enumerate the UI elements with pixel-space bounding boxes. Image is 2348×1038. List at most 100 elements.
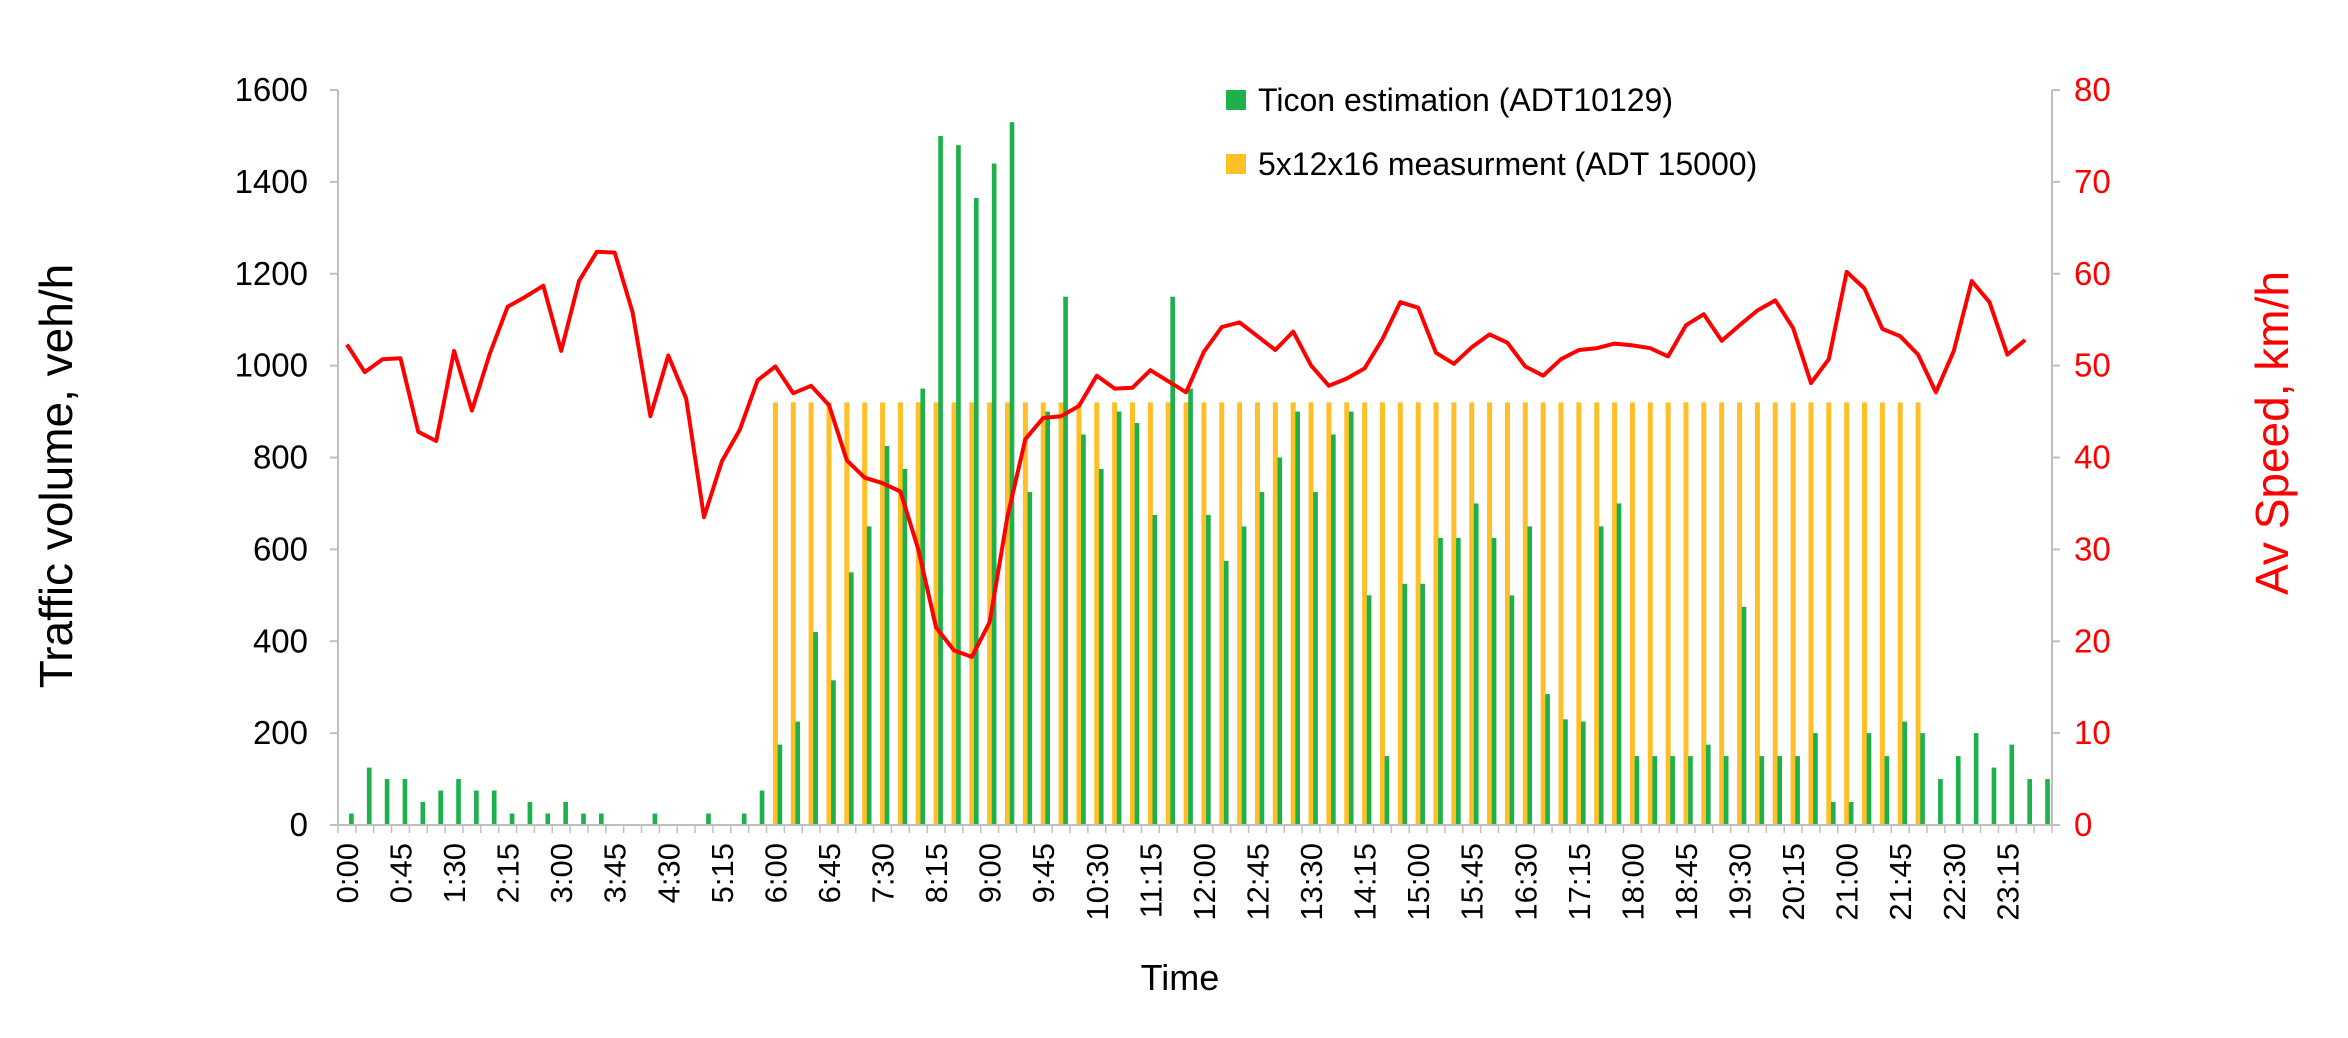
estimation-bar	[1688, 756, 1693, 825]
estimation-bar	[1277, 457, 1283, 825]
measurement-bar	[1112, 402, 1118, 825]
measurement-bar	[862, 402, 868, 825]
x-tick-label: 3:45	[598, 843, 633, 903]
left-y-axis: 0 200 400 600 800 1000 1200 1400 1600	[235, 71, 339, 843]
x-tick-label: 5:15	[705, 843, 740, 903]
measurement-bar	[1201, 402, 1207, 825]
measurement-bar	[1130, 402, 1136, 825]
measurement-bar	[1558, 402, 1564, 825]
estimation-bar	[402, 779, 408, 825]
estimation-bar	[866, 526, 872, 825]
estimation-bar	[384, 779, 390, 825]
measurement-bar	[1397, 402, 1403, 825]
x-tick-label: 3:00	[544, 843, 579, 903]
estimation-bar	[545, 813, 551, 825]
measurement-bars	[772, 402, 1921, 825]
estimation-bar	[956, 145, 961, 825]
estimation-bar	[1509, 595, 1515, 825]
measurement-bar	[1897, 402, 1903, 825]
estimation-bar	[1545, 694, 1550, 825]
estimation-bar	[1705, 744, 1711, 825]
estimation-bar	[848, 572, 854, 825]
estimation-bar	[1170, 296, 1176, 825]
estimation-bar	[991, 163, 997, 825]
x-tick-label: 15:00	[1401, 843, 1436, 921]
measurement-bar	[969, 402, 975, 825]
x-tick-label: 17:15	[1562, 843, 1597, 921]
measurement-bar	[1808, 402, 1814, 825]
estimation-bar	[1848, 802, 1854, 825]
x-tick-label: 8:15	[919, 843, 954, 903]
speed-line-path	[345, 249, 2027, 659]
estimation-bar	[1116, 411, 1122, 825]
estimation-bar	[1723, 756, 1729, 825]
speed-line	[345, 249, 2027, 659]
estimation-bar	[831, 680, 836, 825]
estimation-bar	[1973, 733, 1979, 825]
x-tick-label: 6:45	[812, 843, 847, 903]
estimation-bar	[1777, 756, 1783, 825]
estimation-bar	[1331, 434, 1336, 825]
estimation-bar	[920, 388, 926, 825]
estimation-bar	[1652, 756, 1658, 825]
x-tick-label: 6:00	[758, 843, 793, 903]
estimation-bar	[1920, 733, 1925, 825]
estimation-bar	[1884, 756, 1890, 825]
estimation-bar	[1830, 802, 1836, 825]
estimation-bar	[1955, 756, 1961, 825]
estimation-bar	[652, 813, 658, 825]
measurement-bar	[1469, 402, 1475, 825]
x-tick-label: 12:00	[1187, 843, 1222, 921]
measurement-bar	[1915, 402, 1921, 825]
estimation-bar	[795, 721, 801, 825]
estimation-bar	[438, 790, 443, 825]
estimation-bar	[1473, 503, 1479, 825]
measurement-bar	[1487, 402, 1493, 825]
measurement-bar	[951, 402, 957, 825]
legend-label-estimation: Ticon estimation (ADT10129)	[1258, 82, 1673, 118]
measurement-bar	[897, 402, 903, 825]
measurement-bar	[1344, 402, 1350, 825]
estimation-bar	[456, 779, 461, 825]
x-tick-label: 15:45	[1455, 843, 1490, 921]
measurement-bar	[915, 402, 921, 825]
estimation-bar	[563, 802, 568, 825]
estimation-bar	[1741, 606, 1747, 825]
y-tick-label: 1200	[235, 255, 308, 292]
estimation-bar	[1295, 411, 1300, 825]
x-tick-label: 16:30	[1508, 843, 1543, 921]
y-tick-label: 1400	[235, 163, 308, 200]
estimation-bar	[491, 790, 497, 825]
y2-tick-label: 60	[2074, 255, 2111, 292]
measurement-bar	[1451, 402, 1457, 825]
y-tick-label: 1600	[235, 71, 308, 108]
estimation-bar	[1134, 423, 1140, 825]
measurement-bar	[1415, 402, 1421, 825]
y-tick-label: 200	[253, 714, 308, 751]
measurement-bar	[1665, 402, 1671, 825]
measurement-bar	[1254, 402, 1260, 825]
y-tick-label: 400	[253, 622, 308, 659]
estimation-bar	[1081, 434, 1086, 825]
estimation-bar	[1348, 411, 1354, 825]
y-axis-title: Traffic volume, veh/h	[30, 264, 82, 688]
measurement-bar	[1629, 402, 1635, 825]
measurement-bar	[1308, 402, 1314, 825]
estimation-bar	[1813, 733, 1818, 825]
estimation-bar	[1313, 491, 1318, 825]
measurement-bar	[1754, 402, 1760, 825]
x-tick-label: 4:30	[651, 843, 686, 903]
estimation-bar	[1045, 411, 1051, 825]
y-tick-label: 1000	[235, 347, 308, 384]
estimation-bar	[1027, 491, 1033, 825]
measurement-bar	[1826, 402, 1832, 825]
estimation-bar	[1366, 595, 1372, 825]
estimation-bar	[884, 446, 890, 825]
estimation-bar	[366, 767, 372, 825]
measurement-bar	[826, 402, 832, 825]
estimation-bar	[1063, 296, 1068, 825]
x-tick-label: 9:45	[1026, 843, 1061, 903]
estimation-bar	[1598, 526, 1604, 825]
estimation-bar	[1206, 514, 1211, 825]
